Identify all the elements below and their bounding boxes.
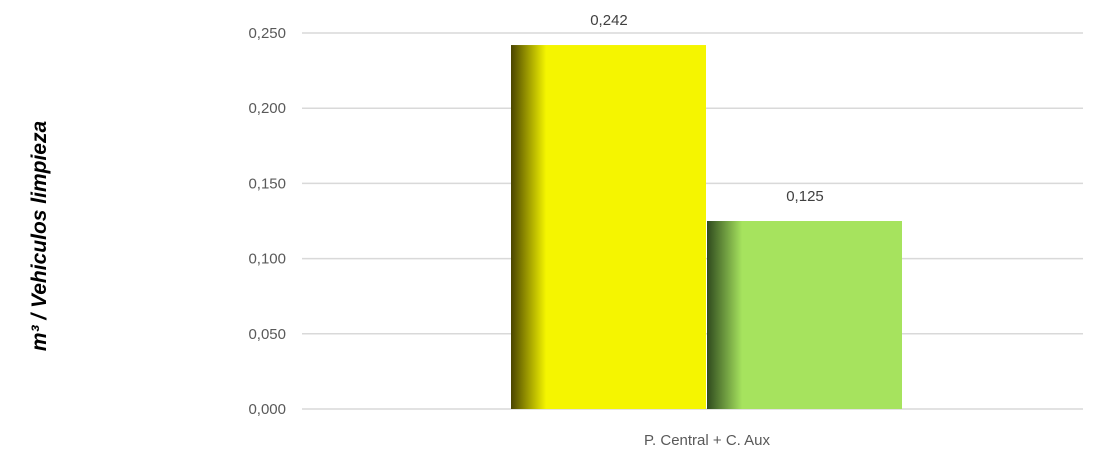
x-axis-categories: P. Central + C. Aux xyxy=(644,432,771,449)
x-category-label: P. Central + C. Aux xyxy=(644,432,771,449)
y-tick-label: 0,100 xyxy=(248,251,286,268)
data-labels: 0,242 0,125 xyxy=(590,12,824,205)
y-tick-label: 0,000 xyxy=(248,401,286,418)
y-tick-label: 0,150 xyxy=(248,175,286,192)
y-axis-label: m³ / Vehiculos limpieza xyxy=(28,121,51,352)
bar xyxy=(707,221,902,409)
y-tick-label: 0,250 xyxy=(248,25,286,42)
y-tick-label: 0,050 xyxy=(248,326,286,343)
y-axis-ticks: 0,000 0,050 0,100 0,150 0,200 0,250 xyxy=(248,25,286,418)
bars xyxy=(511,45,902,409)
bar xyxy=(511,45,706,409)
data-label: 0,242 xyxy=(590,12,628,29)
data-label: 0,125 xyxy=(786,188,824,205)
y-tick-label: 0,200 xyxy=(248,100,286,117)
